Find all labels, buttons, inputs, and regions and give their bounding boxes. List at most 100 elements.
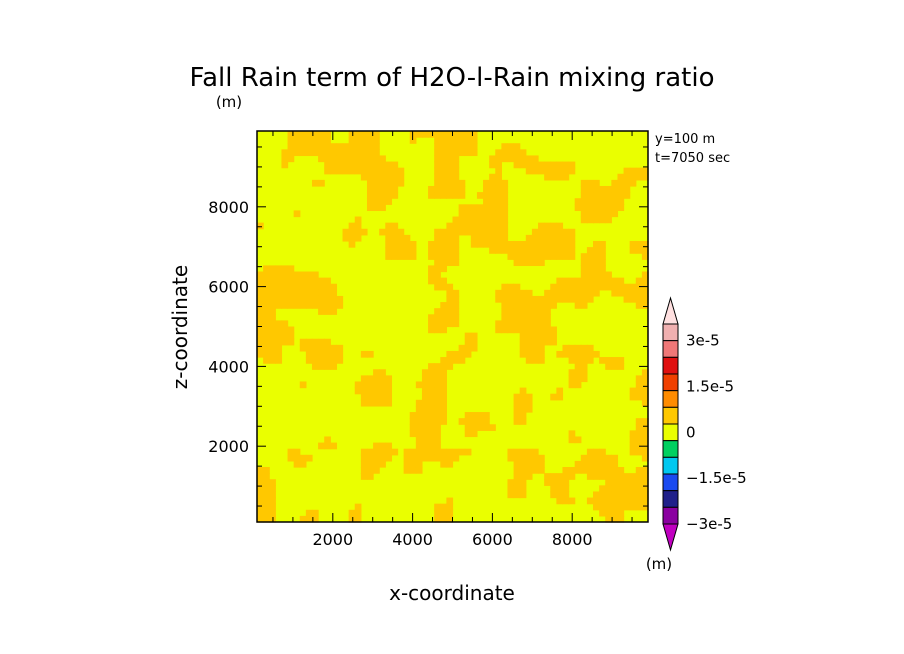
field-cell (269, 320, 276, 328)
field-cell (519, 405, 527, 413)
field-cell (525, 448, 533, 456)
field-cell (470, 222, 478, 230)
field-cell (629, 173, 637, 181)
field-cell (409, 240, 417, 248)
field-cell (391, 247, 399, 254)
field-cell (299, 515, 307, 523)
field-cell (434, 509, 441, 517)
field-cell (574, 295, 582, 303)
field-cell (629, 497, 637, 505)
field-cell (629, 442, 637, 450)
field-cell (299, 137, 307, 144)
field-cell (641, 295, 649, 303)
field-cell (629, 283, 637, 291)
field-cell (311, 149, 319, 157)
field-cell (299, 344, 307, 352)
field-cell (287, 283, 295, 291)
field-cell (269, 332, 276, 340)
field-cell (440, 253, 447, 260)
field-cell (324, 442, 331, 450)
field-cell (611, 467, 619, 474)
field-cell (446, 228, 454, 236)
field-cell (623, 491, 631, 499)
field-cell (263, 497, 270, 505)
field-cell (263, 357, 270, 364)
field-cell (501, 247, 509, 254)
field-cell (440, 179, 447, 187)
field-cell (269, 479, 276, 486)
field-cell (568, 375, 576, 383)
field-cell (397, 228, 405, 236)
field-cell (311, 137, 319, 144)
field-cell (287, 289, 295, 297)
field-cell (428, 424, 435, 431)
field-cell (538, 460, 545, 468)
field-cell (525, 240, 533, 248)
field-cell (464, 137, 472, 144)
field-cell (501, 289, 509, 297)
field-cell (501, 222, 509, 230)
field-cell (336, 143, 344, 150)
field-cell (330, 302, 338, 309)
field-cell (611, 491, 619, 499)
field-cell (513, 454, 521, 462)
field-cell (281, 320, 289, 328)
field-cell (519, 491, 527, 499)
field-cell (599, 448, 606, 456)
field-cell (305, 509, 313, 517)
x-tick-label: 2000 (312, 530, 353, 549)
field-cell (593, 265, 600, 273)
field-cell (324, 161, 331, 169)
field-cell (452, 131, 460, 138)
field-cell (458, 149, 466, 157)
field-cell (360, 167, 368, 175)
field-cell (599, 247, 606, 254)
field-cell (257, 503, 264, 511)
field-cell (428, 375, 435, 383)
field-cell (379, 448, 386, 456)
field-cell (531, 253, 539, 260)
field-cell (586, 473, 594, 480)
field-cell (470, 424, 478, 431)
field-cell (568, 295, 576, 303)
colorbar: 3e-5 1.5e-5 0 −1.5e-5 −3e-5 (662, 296, 747, 552)
field-cell (617, 198, 625, 205)
field-cell (446, 247, 454, 254)
field-cell (434, 265, 441, 273)
field-cell (428, 448, 435, 456)
field-cell (263, 479, 270, 486)
field-cell (531, 155, 539, 163)
field-cell (440, 405, 447, 413)
field-cell (318, 350, 325, 358)
field-cell (464, 222, 472, 230)
field-cell (330, 283, 338, 291)
field-cell (519, 454, 527, 462)
field-cell (495, 161, 502, 169)
field-cell (629, 430, 637, 438)
field-cell (580, 467, 588, 474)
field-cell (305, 137, 313, 144)
field-cell (458, 350, 466, 358)
field-cell (611, 210, 619, 218)
field-cell (550, 173, 557, 181)
field-cell (605, 454, 612, 462)
field-cell (599, 204, 606, 212)
field-cell (593, 210, 600, 218)
field-cell (525, 405, 533, 413)
field-cell (305, 131, 313, 138)
field-cell (580, 198, 588, 205)
field-cell (269, 344, 276, 352)
field-cell (360, 381, 368, 389)
field-cell (599, 192, 606, 199)
field-cell (513, 259, 521, 267)
field-cell (263, 320, 270, 328)
field-cell (385, 399, 393, 407)
field-cell (617, 491, 625, 499)
field-cell (446, 173, 454, 181)
field-cell (629, 436, 637, 444)
field-cell (434, 326, 441, 334)
field-cell (269, 265, 276, 273)
field-cell (324, 357, 331, 364)
field-cell (562, 234, 570, 242)
field-cell (641, 253, 649, 260)
